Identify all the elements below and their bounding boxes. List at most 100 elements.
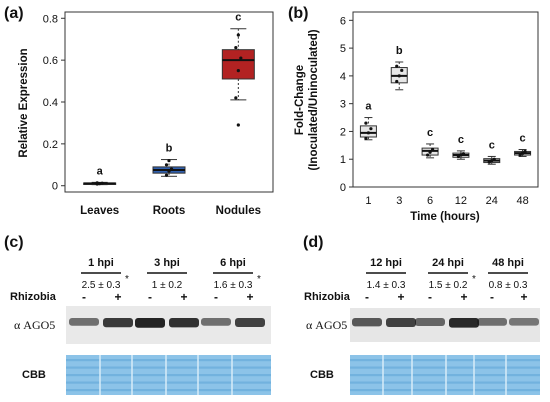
ago5-band	[449, 318, 479, 328]
chart-b-frame	[352, 11, 539, 188]
data-point	[369, 127, 373, 131]
panel-label-b: (b)	[288, 5, 308, 22]
y-tick-label: 4	[340, 71, 346, 83]
data-point	[95, 181, 99, 185]
data-point	[364, 121, 368, 125]
rhizobia-sign: +	[114, 290, 121, 304]
cbb-band	[350, 359, 540, 362]
data-point	[456, 154, 461, 159]
x-tick-label: 6	[427, 195, 433, 207]
significance-star: *	[257, 274, 261, 285]
quantification-value: 1.6 ± 0.3	[214, 280, 253, 291]
data-point	[428, 150, 432, 154]
cbb-band	[350, 374, 540, 377]
data-point	[239, 56, 243, 60]
ago5-band	[415, 318, 445, 326]
cbb-band	[66, 359, 271, 362]
cbb-band	[66, 389, 271, 392]
data-point	[430, 147, 435, 152]
ago5-band	[235, 318, 265, 327]
data-point	[167, 169, 171, 173]
ago5-band	[169, 318, 199, 328]
quantification-value: 2.5 ± 0.3	[82, 280, 121, 291]
blot-d-cbb-label: CBB	[310, 369, 334, 381]
timepoint-label: 12 hpi	[370, 257, 402, 269]
timepoint-label: 1 hpi	[88, 257, 114, 269]
data-point	[98, 182, 102, 186]
chart-b-ylabel-line2: (Inoculated/Uninoculated)	[308, 29, 320, 170]
panel-label-c: (c)	[4, 234, 24, 251]
ago5-band	[135, 318, 165, 328]
rhizobia-sign: -	[214, 290, 218, 304]
rhizobia-sign: +	[520, 290, 527, 304]
data-point	[400, 68, 404, 72]
rhizobia-sign: -	[428, 290, 432, 304]
significance-star: *	[472, 274, 476, 285]
x-tick-label: 3	[396, 195, 402, 207]
blot-d-rhizobia-label: Rhizobia	[304, 291, 351, 303]
cbb-band	[66, 374, 271, 377]
data-point	[169, 167, 174, 171]
data-point	[236, 69, 240, 73]
y-tick-label: 0.2	[43, 139, 58, 151]
significance-letter: a	[365, 101, 372, 113]
cbb-band	[66, 381, 271, 384]
data-point	[425, 153, 430, 157]
y-tick-label: 5	[340, 43, 346, 55]
chart-a-ylabel: Relative Expression	[18, 48, 30, 157]
cbb-band	[350, 389, 540, 392]
x-tick-label: 24	[486, 195, 498, 207]
ago5-band	[69, 318, 99, 326]
chart-b-xlabel: Time (hours)	[410, 211, 480, 223]
chart-b-ylabel-line1: Fold-Change	[294, 65, 306, 135]
y-tick-label: 0	[340, 182, 346, 194]
timepoint-label: 3 hpi	[154, 257, 180, 269]
data-point	[164, 163, 169, 167]
data-point	[364, 136, 368, 140]
rhizobia-sign: -	[148, 290, 152, 304]
data-point	[397, 74, 401, 78]
data-point	[523, 149, 527, 154]
significance-letter: b	[166, 143, 173, 155]
timepoint-label: 48 hpi	[492, 257, 524, 269]
x-tick-label: Leaves	[80, 205, 119, 217]
data-point	[490, 159, 494, 163]
ago5-band	[352, 318, 382, 327]
cbb-band	[66, 366, 271, 369]
data-point	[461, 152, 466, 156]
data-point	[234, 45, 238, 50]
x-tick-label: Nodules	[216, 205, 261, 217]
significance-letter: c	[520, 133, 526, 145]
data-point	[459, 153, 463, 157]
chart-a: 0 0.2 0.4 0.6 0.8 a b c Leaves Roots Nodules Rel…	[18, 11, 274, 217]
significance-letter: c	[427, 127, 433, 139]
blot-c-rhizobia-label: Rhizobia	[10, 291, 57, 303]
significance-letter: c	[458, 134, 464, 146]
quantification-value: 0.8 ± 0.3	[489, 280, 528, 291]
data-point	[164, 173, 169, 177]
significance-star: *	[125, 274, 129, 285]
blot-c: 1 hpi 2.5 ± 0.3 * 3 hpi 1 ± 0.2 6 hpi 1.6 ± 0.…	[10, 257, 271, 395]
rhizobia-sign: +	[460, 290, 467, 304]
blot-d-western	[350, 308, 540, 342]
quantification-value: 1 ± 0.2	[152, 280, 183, 291]
y-tick-label: 3	[340, 99, 346, 111]
rhizobia-sign: +	[180, 290, 187, 304]
y-tick-label: 0.4	[43, 97, 58, 109]
data-point	[236, 33, 240, 37]
ago5-band	[386, 318, 416, 327]
x-tick-label: 1	[365, 195, 371, 207]
blot-c-cbb-label: CBB	[22, 369, 46, 381]
data-point	[520, 151, 525, 155]
y-tick-label: 0	[52, 181, 58, 193]
rhizobia-sign: -	[365, 290, 369, 304]
data-point	[366, 131, 371, 135]
significance-letter: c	[235, 12, 241, 24]
data-point	[518, 153, 522, 157]
ago5-band	[477, 318, 507, 326]
data-point	[234, 96, 238, 100]
panel-label-a: (a)	[4, 5, 24, 22]
data-point	[487, 160, 491, 164]
